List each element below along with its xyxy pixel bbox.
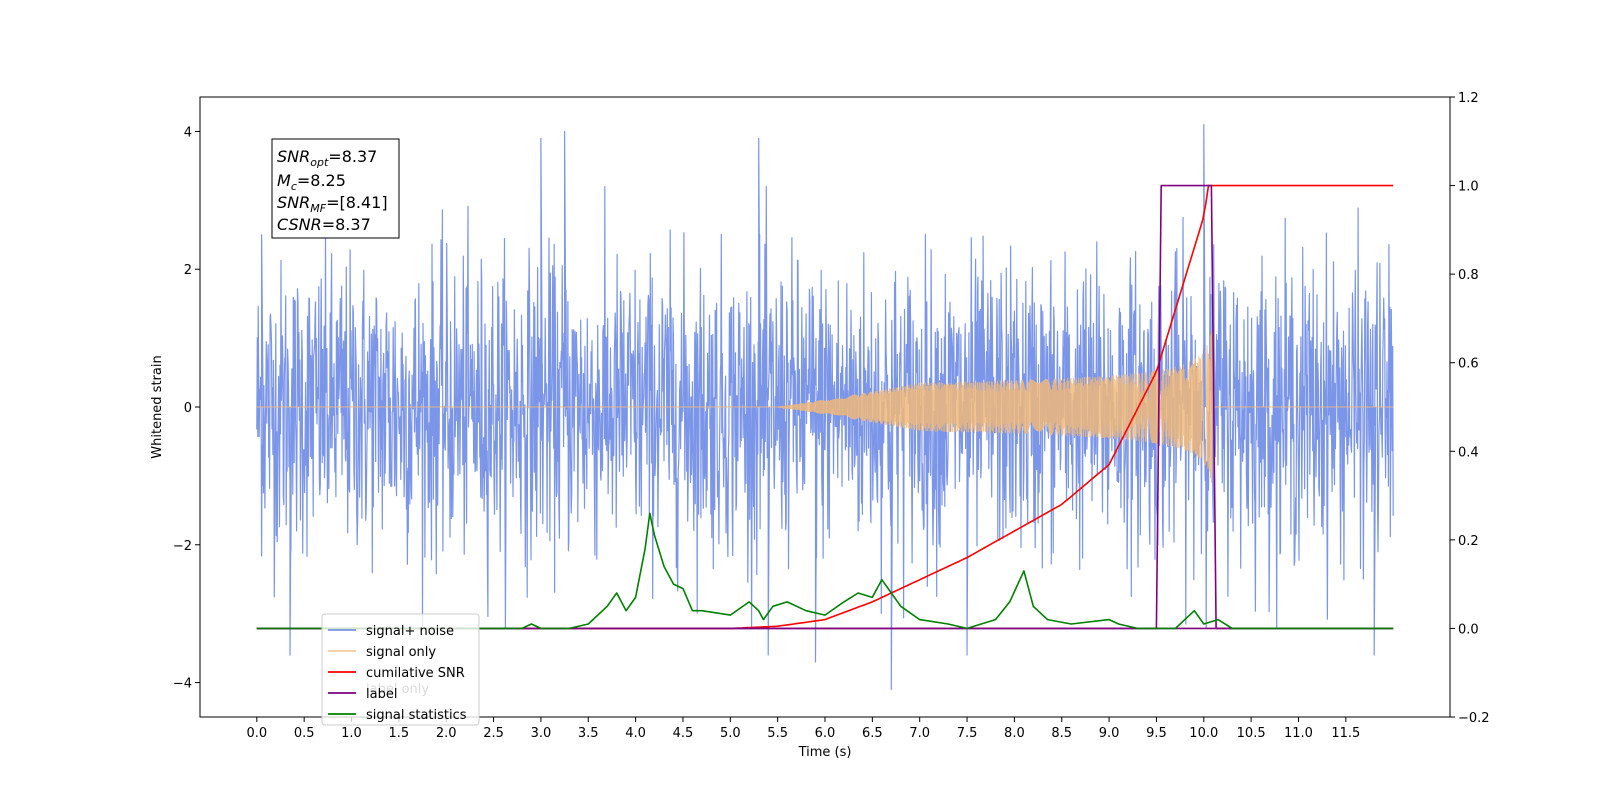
y-axis-label: Whitened strain: [150, 355, 165, 458]
x-tick-label: 4.5: [673, 726, 694, 741]
y-axis-right: 1.2 1.0 0.8 0.6 0.4 0.2 0.0 −0.2: [1450, 91, 1490, 726]
x-tick-label: 2.0: [436, 726, 457, 741]
info-snr-mf: SNRMF=[8.41]: [277, 193, 388, 215]
y2-tick-label: 0.0: [1458, 622, 1479, 637]
x-tick-label: 9.0: [1099, 726, 1120, 741]
series-signal-noise: [256, 124, 1394, 690]
legend-label: signal statistics: [366, 708, 467, 723]
x-axis-label: Time (s): [798, 745, 852, 760]
y-tick-label: −2: [173, 539, 192, 554]
legend-label: signal only: [366, 645, 436, 660]
y2-tick-label: 0.6: [1458, 357, 1479, 372]
legend-label-label-only: label only: [366, 682, 429, 697]
info-snr-opt: SNRopt=8.37: [277, 147, 377, 169]
x-tick-label: 2.5: [483, 726, 504, 741]
x-tick-label: 9.5: [1146, 726, 1167, 741]
y-tick-label: 2: [184, 263, 192, 278]
y2-tick-label: 0.4: [1458, 445, 1479, 460]
series-signal-statistics: [256, 512, 1394, 630]
x-tick-label: 6.0: [815, 726, 836, 741]
x-tick-label: 10.0: [1189, 726, 1218, 741]
y2-tick-label: −0.2: [1458, 711, 1490, 726]
x-tick-label: 10.5: [1237, 726, 1266, 741]
x-tick-label: 4.0: [625, 726, 646, 741]
x-tick-label: 5.5: [767, 726, 788, 741]
y2-tick-label: 1.0: [1458, 180, 1479, 195]
x-tick-label: 3.5: [578, 726, 599, 741]
series-layer: [256, 124, 1394, 690]
series-signal-only: [256, 316, 1394, 483]
x-tick-label: 6.5: [862, 726, 883, 741]
y-tick-label: 0: [184, 401, 192, 416]
x-tick-label: 0.5: [294, 726, 315, 741]
x-tick-label: 7.5: [957, 726, 978, 741]
legend-label: label: [366, 687, 397, 702]
x-tick-label: 8.5: [1051, 726, 1072, 741]
x-tick-label: 11.5: [1331, 726, 1360, 741]
info-csnr: CSNR=8.37: [277, 215, 371, 234]
x-tick-label: 3.0: [531, 726, 552, 741]
y-axis-left: 4 2 0 −2 −4: [173, 125, 200, 692]
x-tick-label: 1.5: [389, 726, 410, 741]
x-axis: 0.0 0.5 1.0 1.5 2.0 2.5 3.0 3.5 4.0 4.5 5.0 5.5 6.0 6…: [246, 717, 1360, 741]
x-tick-label: 8.0: [1004, 726, 1025, 741]
legend-label: signal+ noise: [366, 624, 454, 639]
x-tick-label: 1.0: [341, 726, 362, 741]
y-tick-label: −4: [173, 677, 192, 692]
y2-tick-label: 1.2: [1458, 91, 1479, 106]
info-box-frame: [271, 138, 400, 239]
y-tick-label: 4: [184, 125, 192, 140]
x-tick-label: 0.0: [246, 726, 267, 741]
info-mc: Mc=8.25: [277, 171, 346, 193]
legend-label: cumilative SNR: [366, 666, 465, 681]
x-tick-label: 7.0: [909, 726, 930, 741]
y2-tick-label: 0.2: [1458, 534, 1479, 549]
x-tick-label: 11.0: [1284, 726, 1313, 741]
y2-tick-label: 0.8: [1458, 268, 1479, 283]
info-box: SNRopt=8.37 Mc=8.25 SNRMF=[8.41] CSNR=8.…: [271, 138, 400, 239]
x-tick-label: 5.0: [720, 726, 741, 741]
legend-frame: [321, 613, 480, 726]
